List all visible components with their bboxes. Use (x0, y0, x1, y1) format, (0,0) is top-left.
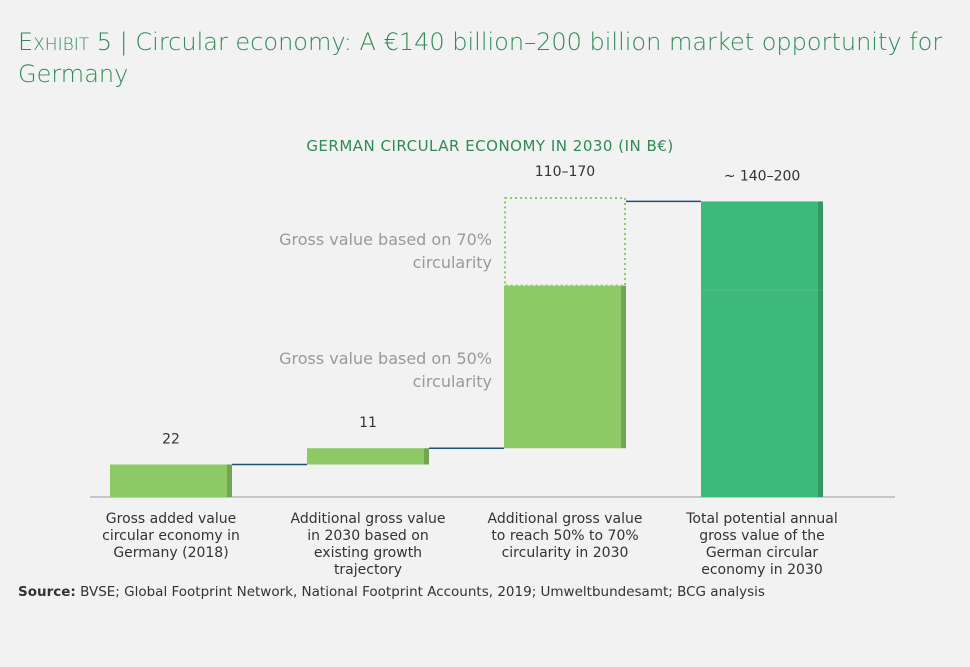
exhibit-label: Exhibit 5 | (18, 28, 128, 56)
bar-edge (818, 290, 823, 497)
x-category-label: Gross added value circular economy in Ge… (102, 511, 240, 561)
source-note: Source: BVSE; Global Footprint Network, … (18, 582, 848, 603)
chart-title: Circular economy: A €140 billion–200 bil… (18, 28, 943, 88)
bar-segment-dotted (504, 197, 626, 287)
bar-segment (701, 201, 823, 291)
bar-segment (110, 464, 232, 497)
x-category-label: Total potential annual gross value of th… (686, 511, 838, 578)
bar-edge (424, 448, 429, 465)
value-label: ~ 140–200 (724, 168, 801, 184)
x-category-label: Additional gross value to reach 50% to 7… (487, 511, 643, 561)
title-block: Exhibit 5 | Circular economy: A €140 bil… (18, 26, 948, 90)
x-category-label: Additional gross value in 2030 based on … (290, 511, 446, 578)
bar-segment (701, 290, 823, 497)
chart-subtitle: GERMAN CIRCULAR ECONOMY IN 2030 (IN B€) (306, 137, 674, 155)
bar-edge (227, 464, 232, 497)
source-label: Source: (18, 584, 76, 600)
bar-segment (307, 448, 429, 465)
value-label: 11 (359, 415, 377, 431)
bar-edge (621, 285, 626, 449)
value-label: 110–170 (535, 164, 595, 180)
bar-edge (818, 201, 823, 291)
value-label: 22 (162, 431, 180, 447)
bar-segment (504, 285, 626, 449)
series-annotation: Gross value based on 50% circularity (279, 348, 492, 391)
source-text: BVSE; Global Footprint Network, National… (80, 584, 765, 600)
series-annotation: Gross value based on 70% circularity (279, 230, 492, 273)
